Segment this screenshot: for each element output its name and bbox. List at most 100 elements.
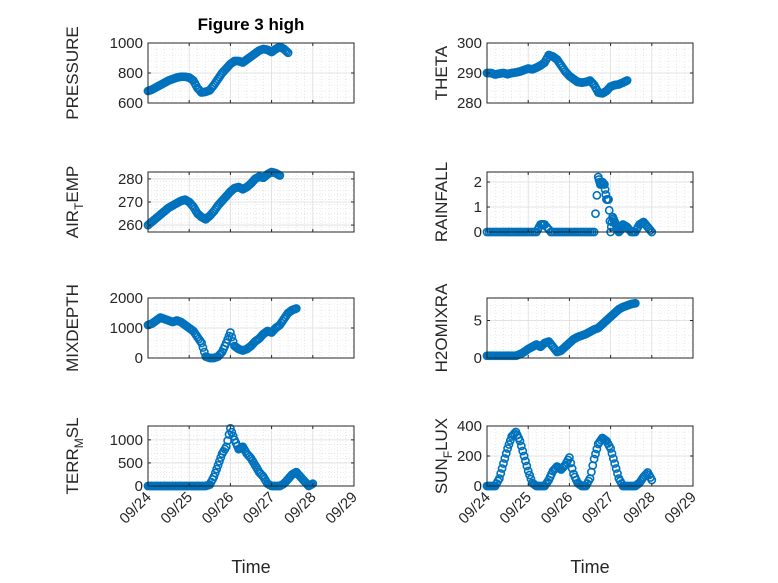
- y-axis-label: MIXDEPTH: [63, 284, 82, 372]
- data-point: [646, 225, 655, 235]
- y-tick-label: 5: [474, 313, 482, 330]
- chart-title: Figure 3 high: [198, 15, 305, 34]
- y-tick-label: 1000: [110, 35, 143, 52]
- y-tick-label: 0: [474, 350, 482, 367]
- data-point: [210, 204, 220, 214]
- y-tick-label: 0: [135, 350, 143, 367]
- y-tick-label: 600: [118, 95, 143, 112]
- y-tick-label: 2000: [110, 290, 143, 307]
- data-point: [225, 423, 235, 433]
- data-point: [549, 465, 559, 474]
- subplot-theta: 280 290 300 THETA: [432, 35, 694, 112]
- y-axis-label: SUNFLUX: [432, 418, 455, 494]
- data-point: [610, 459, 620, 468]
- data-point: [223, 436, 233, 446]
- data-point: [523, 466, 533, 476]
- x-tick-label: 09/29: [322, 489, 361, 528]
- data-point: [646, 473, 655, 482]
- data-point: [629, 299, 639, 308]
- data-point: [243, 450, 253, 460]
- data-point: [611, 464, 621, 473]
- y-tick-label: 1: [474, 199, 482, 216]
- data-point: [503, 444, 512, 453]
- y-axis-label: AIRTEMP: [63, 166, 86, 239]
- data-point: [282, 47, 292, 56]
- y-tick-label: 270: [118, 194, 143, 211]
- data-point: [600, 185, 610, 194]
- data-point: [613, 469, 622, 478]
- x-tick-label: 09/26: [199, 489, 238, 528]
- y-tick-label: 0: [135, 478, 143, 495]
- y-tick-label: 2: [474, 174, 482, 191]
- data-point: [521, 456, 530, 466]
- axes-box: [147, 425, 355, 487]
- data-point: [607, 449, 617, 458]
- axes-box: [486, 297, 694, 359]
- data-point: [522, 461, 532, 471]
- data-point: [604, 441, 614, 451]
- x-axis-label: Time: [570, 557, 609, 577]
- data-point: [280, 45, 290, 55]
- data-point: [604, 205, 614, 215]
- data-point: [603, 195, 613, 204]
- data-point: [210, 468, 220, 478]
- data-point: [516, 441, 526, 451]
- subplot-rainfall: 0 1 2 RAINFALL: [432, 162, 694, 242]
- data-point: [256, 469, 266, 479]
- y-axis-label: TERRMSL: [63, 417, 86, 494]
- subplot-mixdepth: 0 1000 2000 MIXDEPTH: [63, 284, 355, 372]
- data-point: [545, 338, 555, 348]
- y-axis-label: THETA: [432, 45, 451, 100]
- data-point: [227, 332, 237, 342]
- data-point: [584, 476, 594, 486]
- y-tick-label: 0: [474, 224, 482, 241]
- y-axis-label: H2OMIXRA: [432, 283, 451, 372]
- data-point: [558, 463, 567, 473]
- y-axis-label: RAINFALL: [432, 162, 451, 242]
- data-point: [601, 190, 611, 199]
- y-tick-label: 500: [118, 455, 143, 472]
- data-point: [307, 480, 316, 489]
- data-point: [519, 451, 529, 461]
- axes-box: [486, 171, 694, 233]
- data-point: [499, 459, 508, 468]
- data-point: [274, 170, 283, 180]
- y-tick-label: 1000: [110, 432, 143, 449]
- data-point: [500, 454, 510, 463]
- data-point: [518, 446, 528, 456]
- y-tick-label: 400: [457, 418, 482, 435]
- y-tick-label: 260: [118, 217, 143, 234]
- data-point: [198, 343, 208, 352]
- data-point: [514, 433, 523, 443]
- x-tick-label: 09/29: [661, 489, 700, 528]
- x-tick-label: 09/28: [620, 489, 659, 528]
- data-point: [186, 199, 195, 208]
- data-point: [586, 77, 596, 87]
- y-tick-label: 280: [118, 171, 143, 188]
- x-tick-label: 09/25: [496, 489, 535, 528]
- data-point: [640, 471, 650, 480]
- data-point: [621, 76, 631, 86]
- y-tick-label: 290: [457, 65, 482, 82]
- subplot-air-temp: 260 270 280 AIRTEMP: [63, 166, 355, 239]
- data-point: [215, 456, 224, 466]
- data-point: [227, 427, 237, 437]
- data-point: [212, 464, 222, 474]
- data-point: [591, 209, 600, 219]
- x-tick-label: 09/27: [240, 489, 279, 528]
- data-point: [290, 304, 300, 314]
- x-axis-label: Time: [231, 557, 270, 577]
- x-tick-label: 09/27: [579, 489, 618, 528]
- data-point: [220, 444, 230, 454]
- data-point: [588, 461, 598, 470]
- data-point: [215, 350, 224, 360]
- data-point: [525, 470, 534, 480]
- data-point: [599, 179, 609, 189]
- data-point: [567, 464, 577, 473]
- data-point: [497, 464, 507, 473]
- subplot-h2omixra: 0 5 H2OMIXRA: [432, 283, 694, 372]
- y-axis-label: PRESSURE: [63, 26, 82, 120]
- data-point: [566, 458, 576, 468]
